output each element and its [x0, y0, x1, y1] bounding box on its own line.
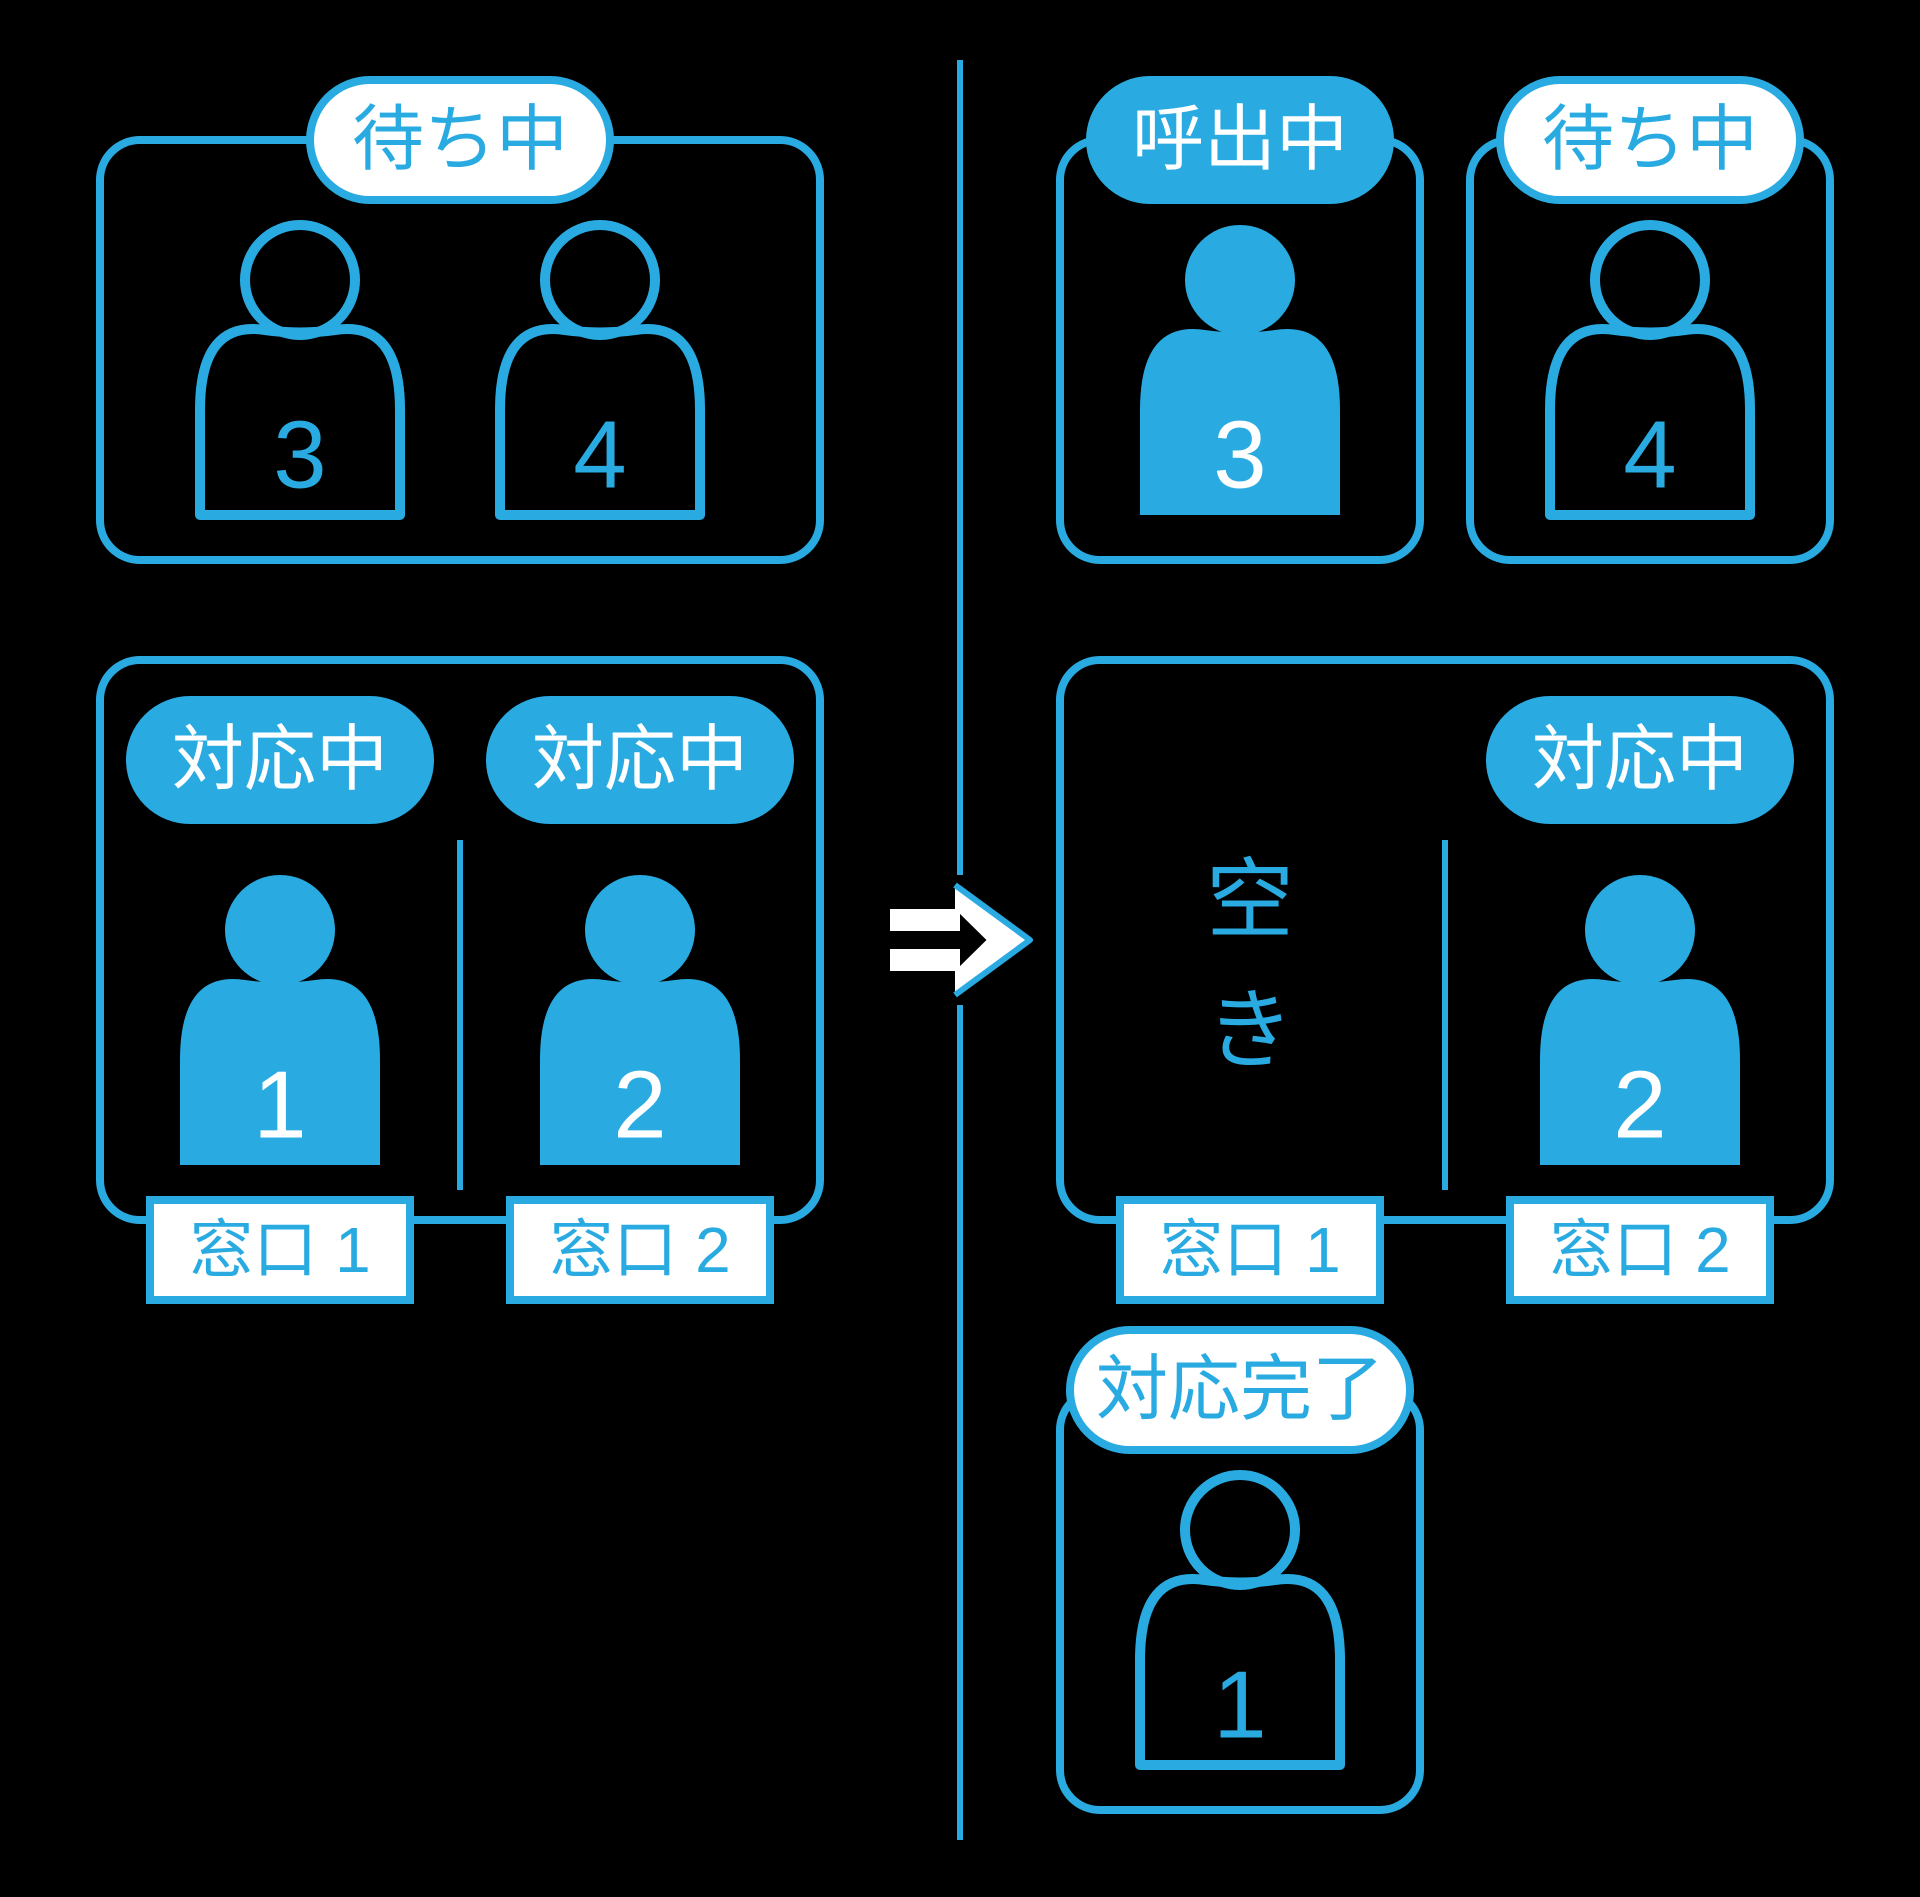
- left-counter-0-window-label: 窓口 1: [189, 1214, 370, 1286]
- right-top-person-0-number: 3: [1213, 402, 1266, 509]
- left-counter-0-pill-label: 対応中: [172, 720, 388, 800]
- right-empty-label-0: 空: [1206, 851, 1294, 950]
- left-waiting-pill-label: 待ち中: [352, 100, 568, 180]
- right-counter-1-pill-label: 対応中: [1532, 720, 1748, 800]
- left-waiting-person-1-number: 4: [573, 402, 626, 509]
- right-top-person-1-number: 4: [1623, 402, 1676, 509]
- right-top-pill-0-label: 呼出中: [1132, 100, 1348, 180]
- right-top-pill-1-label: 待ち中: [1542, 100, 1758, 180]
- right-counter-1-window-label: 窓口 2: [1549, 1214, 1730, 1286]
- right-done-pill-label: 対応完了: [1096, 1350, 1384, 1430]
- right-empty-label-1: き: [1206, 981, 1294, 1080]
- left-waiting-person-0-number: 3: [273, 402, 326, 509]
- right-counter-1-person-number: 2: [1613, 1052, 1666, 1159]
- left-counter-1-pill-label: 対応中: [532, 720, 748, 800]
- right-counter-0-window-label: 窓口 1: [1159, 1214, 1340, 1286]
- left-counter-1-person-number: 2: [613, 1052, 666, 1159]
- left-counter-1-window-label: 窓口 2: [549, 1214, 730, 1286]
- left-counter-0-person-number: 1: [253, 1052, 306, 1159]
- right-done-person-number: 1: [1213, 1652, 1266, 1759]
